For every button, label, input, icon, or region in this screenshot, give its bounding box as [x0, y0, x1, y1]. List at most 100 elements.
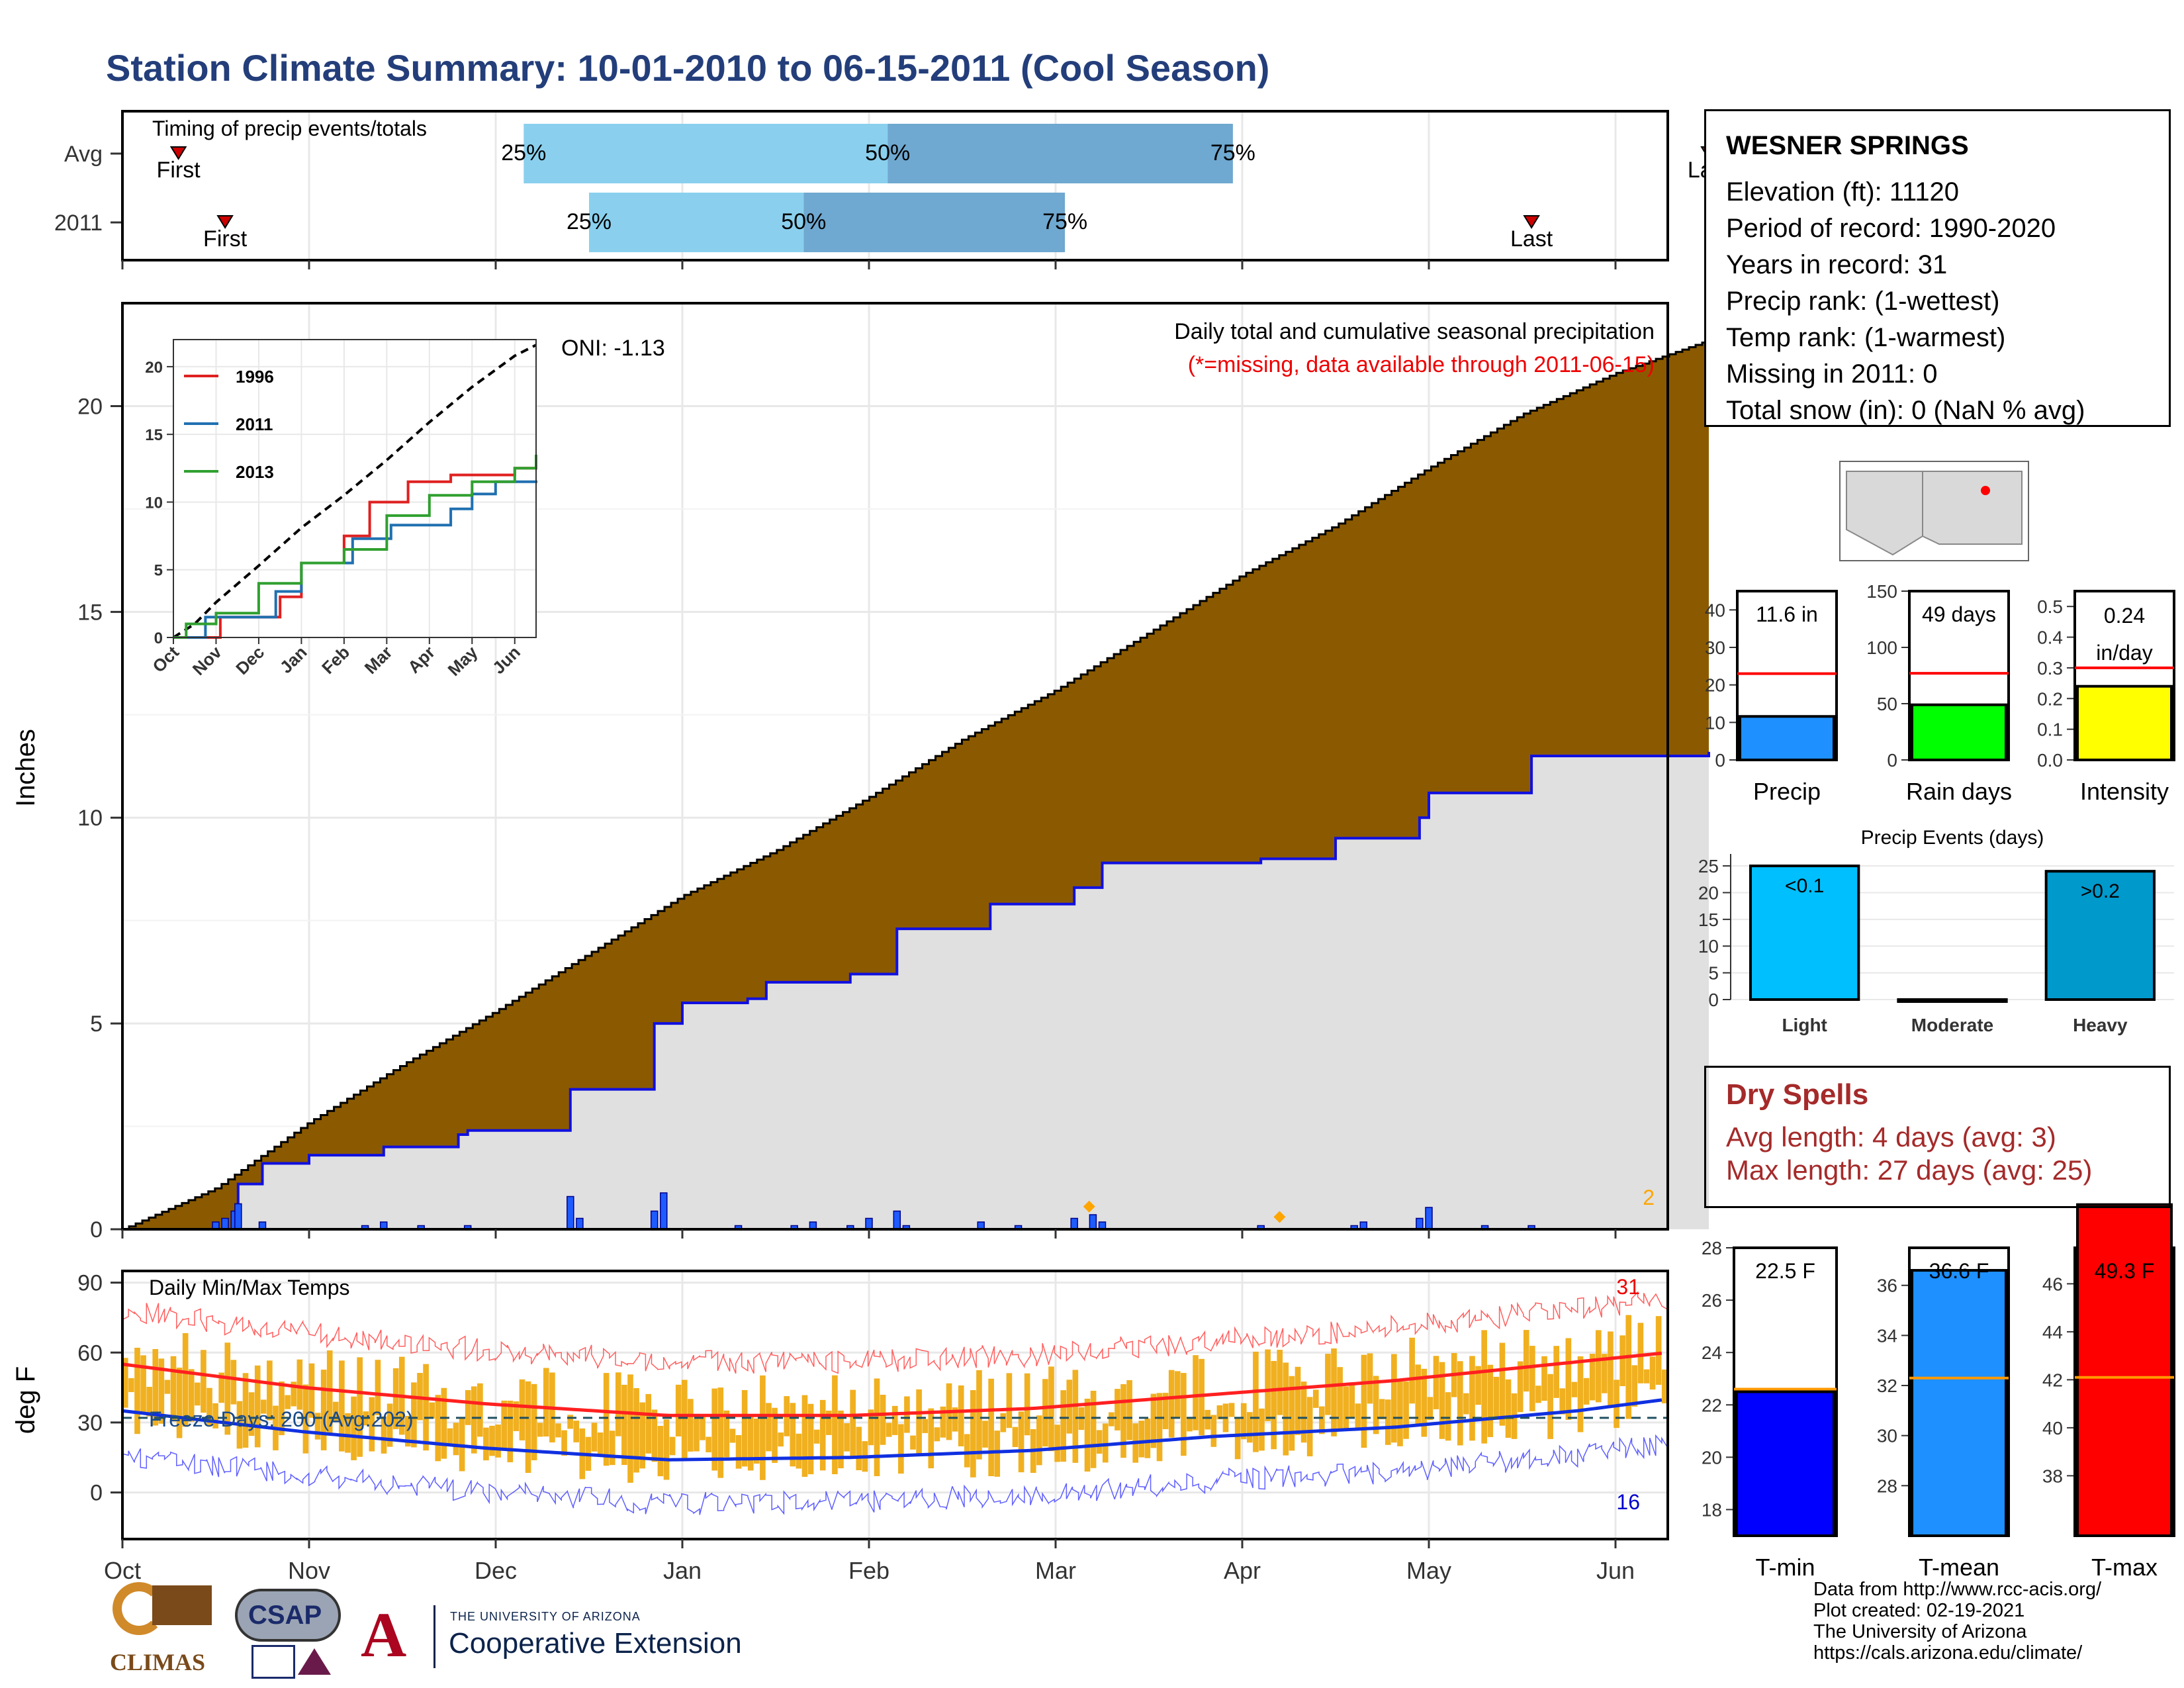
- daily-temp-bar: [723, 1410, 730, 1458]
- q75-label: 75%: [1042, 209, 1087, 234]
- daily-temp-bar: [807, 1403, 814, 1475]
- daily-temp-bar: [218, 1372, 225, 1403]
- daily-temp-bar: [1403, 1381, 1409, 1439]
- state-shape: [1922, 471, 2023, 545]
- daily-temp-bar: [940, 1406, 946, 1438]
- daily-temp-bar: [471, 1386, 477, 1454]
- precip-bar: [1739, 715, 1835, 762]
- daily-temp-bar: [267, 1360, 273, 1421]
- daily-temp-bar: [1024, 1373, 1030, 1436]
- daily-temp-bar: [326, 1350, 333, 1433]
- daily-temp-bar: [1156, 1393, 1163, 1462]
- side-y-tick-label: 50: [1877, 694, 1897, 714]
- daily-temp-bar: [1523, 1330, 1529, 1392]
- daily-temp-bar: [1210, 1415, 1217, 1447]
- y-tick-label: 30: [77, 1411, 103, 1436]
- daily-temp-bar: [1144, 1418, 1151, 1458]
- daily-temp-bar: [429, 1402, 435, 1419]
- daily-temp-bar: [1006, 1373, 1013, 1429]
- daily-temp-bar: [988, 1378, 994, 1477]
- daily-temp-bar: [279, 1381, 285, 1436]
- daily-temp-bar: [1138, 1421, 1145, 1458]
- station-info-box: WESNER SPRINGS Elevation (ft): 11120 Per…: [1704, 109, 2171, 427]
- precip-panel-title: Daily total and cumulative seasonal prec…: [1174, 319, 1655, 344]
- last-label: Last: [1510, 226, 1553, 252]
- side-y-tick-label: 32: [1877, 1376, 1897, 1396]
- temp-panel-frame: [121, 1270, 1669, 1540]
- daily-temp-bar: [302, 1384, 309, 1454]
- daily-temp-bar: [1493, 1376, 1500, 1420]
- csap-logo: CSAP: [232, 1582, 347, 1681]
- daily-temp-bar: [801, 1395, 808, 1477]
- legend-label: 2011: [236, 414, 273, 434]
- timing-label: Timing of precip events/totals: [152, 117, 427, 140]
- daily-temp-bar: [140, 1355, 146, 1414]
- precip-panel-subtitle: (*=missing, data available through 2011-…: [1188, 352, 1655, 377]
- precip-value-label: 11.6 in: [1756, 602, 1818, 626]
- side-y-tick-label: 0.0: [2037, 750, 2063, 771]
- daily-temp-bar: [164, 1380, 171, 1394]
- y-axis-label: deg F: [11, 1366, 40, 1434]
- daily-temp-bar: [928, 1408, 934, 1469]
- daily-temp-bar: [964, 1434, 970, 1468]
- daily-temp-bar: [212, 1403, 218, 1429]
- daily-temp-bar: [651, 1409, 658, 1462]
- side-y-tick-label: 28: [1877, 1476, 1897, 1496]
- daily-temp-bar: [796, 1433, 802, 1469]
- daily-temp-bar: [747, 1415, 754, 1471]
- daily-temp-bar: [1234, 1418, 1241, 1460]
- daily-temp-bar: [489, 1425, 495, 1456]
- event-bar-value: <0.1: [1785, 875, 1824, 897]
- daily-temp-bar: [976, 1370, 982, 1460]
- x-tick-label: Jan: [663, 1557, 702, 1584]
- daily-temp-bar: [477, 1383, 483, 1437]
- side-y-tick-label: 0: [1887, 750, 1897, 771]
- timing-row-label: 2011: [54, 211, 103, 236]
- daily-temp-bar: [345, 1413, 351, 1453]
- daily-temp-bar: [1349, 1383, 1355, 1418]
- daily-temp-bar: [1048, 1366, 1054, 1452]
- daily-temp-bar: [1457, 1361, 1463, 1446]
- side-y-tick-label: 0: [1715, 750, 1725, 771]
- event-bar: [1749, 865, 1860, 1001]
- daily-temp-bar: [1608, 1331, 1614, 1408]
- daily-temp-bar: [357, 1357, 363, 1457]
- side-y-tick-label: 100: [1866, 637, 1897, 658]
- daily-temp-bar: [507, 1400, 514, 1462]
- daily-temp-bar: [375, 1360, 381, 1415]
- credit-line: Data from http://www.rcc-acis.org/: [1813, 1579, 2102, 1600]
- x-tick-label: Oct: [104, 1557, 141, 1584]
- first-marker: [216, 215, 234, 229]
- climas-logo-text: CLIMAS: [110, 1649, 206, 1675]
- daily-temp-bar: [146, 1387, 152, 1417]
- daily-temp-bar: [1000, 1413, 1007, 1432]
- daily-temp-bar: [994, 1430, 1001, 1477]
- daily-temp-bar: [753, 1418, 760, 1464]
- daily-temp-bar: [537, 1423, 543, 1437]
- daily-temp-bar: [1565, 1338, 1572, 1420]
- page-title: Station Climate Summary: 10-01-2010 to 0…: [106, 47, 1270, 89]
- daily-temp-bar: [158, 1358, 165, 1424]
- daily-temp-bar: [1247, 1412, 1253, 1443]
- daily-temp-bar: [681, 1380, 688, 1458]
- daily-temp-bar: [1661, 1369, 1668, 1403]
- daily-temp-bar: [621, 1384, 627, 1466]
- daily-temp-bar: [1571, 1382, 1578, 1397]
- daily-temp-bar: [1583, 1378, 1590, 1405]
- y-tick-label: 20: [77, 394, 103, 419]
- daily-precip-bar: [893, 1210, 901, 1230]
- tmean-label: T-mean: [1919, 1554, 1999, 1581]
- dry-spells-avg: Avg length: 4 days (avg: 3): [1726, 1121, 2056, 1152]
- daily-temp-bar: [982, 1421, 988, 1448]
- event-bar-label: Light: [1782, 1015, 1827, 1035]
- daily-temp-bar: [1120, 1384, 1126, 1458]
- station-name: WESNER SPRINGS: [1726, 131, 1969, 160]
- station-line: Precip rank: (1-wettest): [1726, 287, 2000, 316]
- side-y-tick-label: 24: [1702, 1342, 1722, 1363]
- daily-temp-bar: [766, 1403, 772, 1452]
- daily-temp-bar: [531, 1383, 537, 1460]
- side-y-tick-label: 46: [2042, 1274, 2063, 1294]
- daily-temp-bar: [609, 1430, 615, 1466]
- side-y-tick-label: 30: [1705, 637, 1725, 658]
- event-bar: [2044, 870, 2156, 1001]
